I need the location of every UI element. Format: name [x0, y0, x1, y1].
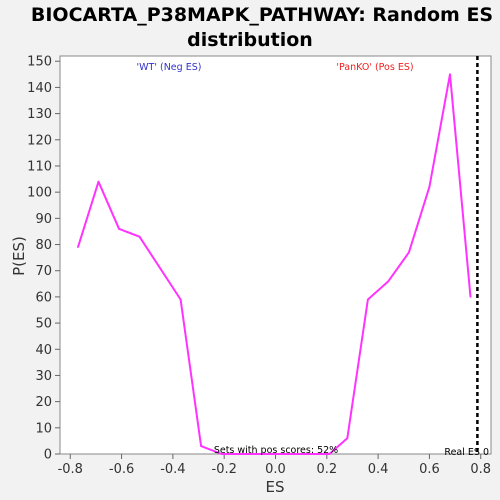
y-tick-label: 100 — [27, 186, 52, 201]
pos-scores-annotation: Sets with pos scores: 52% — [214, 445, 338, 456]
x-tick-label: 0.2 — [316, 462, 337, 477]
y-tick-label: 70 — [35, 264, 52, 279]
es-data-point — [77, 246, 79, 248]
es-data-point — [428, 186, 431, 188]
es-data-point — [328, 453, 331, 455]
chart-title-line-2: distribution — [187, 29, 313, 51]
y-tick-label: 20 — [35, 395, 52, 410]
es-data-point — [346, 437, 349, 440]
y-tick-label: 60 — [35, 290, 52, 305]
y-tick-label: 50 — [35, 317, 52, 332]
x-tick-label: 0.0 — [265, 462, 286, 477]
es-data-point — [97, 180, 100, 183]
x-tick-label: 0.8 — [470, 462, 491, 477]
es-data-point — [179, 298, 182, 301]
x-axis-label: ES — [266, 478, 285, 496]
es-data-point — [408, 251, 410, 254]
y-tick-label: 0 — [44, 448, 52, 463]
x-tick-label: -0.4 — [160, 462, 185, 477]
pos-es-label: 'PanKO' (Pos ES) — [336, 62, 413, 73]
y-tick-label: 30 — [35, 369, 52, 384]
y-tick-label: 80 — [35, 238, 52, 253]
plot-area — [59, 55, 492, 455]
y-axis: 0 10 20 30 40 50 60 70 80 90 100 110 120 130 140 150 — [27, 55, 60, 463]
es-data-point — [200, 445, 202, 447]
x-tick-label: -0.8 — [58, 462, 83, 477]
random-es-points — [77, 73, 472, 455]
x-tick-label: -0.6 — [109, 462, 134, 477]
es-data-point — [469, 296, 472, 298]
x-tick-label: 0.4 — [368, 462, 389, 477]
es-data-point — [367, 298, 369, 301]
es-data-point — [220, 453, 223, 455]
y-tick-label: 130 — [27, 107, 52, 122]
es-data-point — [449, 73, 451, 76]
y-tick-label: 90 — [35, 212, 52, 227]
x-tick-label: -0.2 — [212, 462, 237, 477]
x-tick-label: 0.6 — [419, 462, 440, 477]
y-tick-label: 140 — [27, 81, 52, 96]
y-axis-label: P(ES) — [10, 236, 28, 276]
y-tick-label: 150 — [27, 55, 52, 70]
y-tick-label: 10 — [35, 421, 52, 436]
y-tick-label: 110 — [27, 159, 52, 174]
neg-es-label: 'WT' (Neg ES) — [137, 62, 202, 73]
y-tick-label: 40 — [35, 343, 52, 358]
y-tick-label: 120 — [27, 133, 52, 148]
es-data-point — [387, 280, 390, 282]
real-es-annotation: Real ES 0 — [444, 447, 489, 458]
x-axis: -0.8 -0.6 -0.4 -0.2 0.0 0.2 0.4 0.6 0.8 — [58, 454, 491, 477]
es-data-point — [118, 228, 120, 230]
chart-title-line-1: BIOCARTA_P38MAPK_PATHWAY: Random ES — [31, 4, 493, 26]
es-data-point — [138, 235, 141, 238]
